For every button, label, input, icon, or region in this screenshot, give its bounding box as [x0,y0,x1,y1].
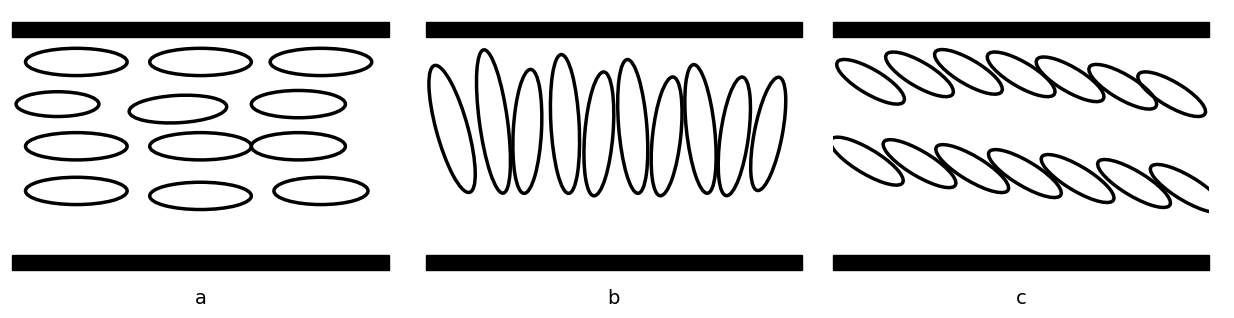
Bar [12,22,389,37]
Bar [426,22,802,37]
Bar [12,255,389,270]
Text: b: b [607,289,621,308]
Text: a: a [195,289,206,308]
Bar [833,22,1209,37]
Text: c: c [1016,289,1027,308]
Bar [833,255,1209,270]
Bar [426,255,802,270]
